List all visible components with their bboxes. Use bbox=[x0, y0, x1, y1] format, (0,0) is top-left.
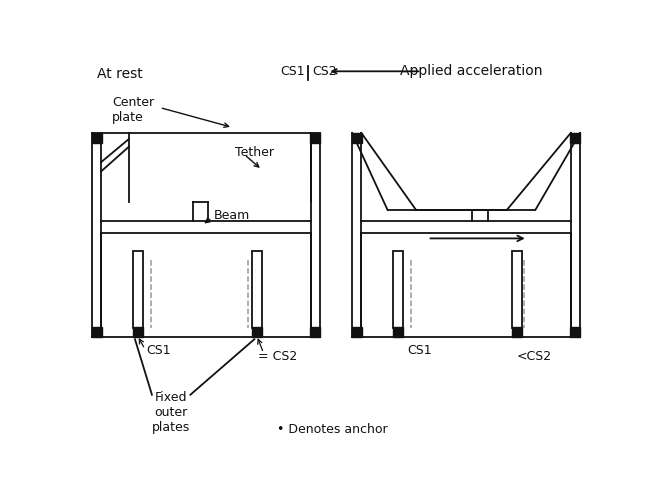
Bar bbox=[570, 327, 580, 337]
Text: Fixed
outer
plates: Fixed outer plates bbox=[152, 391, 191, 434]
Bar bbox=[252, 250, 262, 328]
Text: Applied acceleration: Applied acceleration bbox=[400, 64, 543, 78]
Bar bbox=[310, 133, 319, 143]
Bar bbox=[310, 327, 319, 337]
Text: = CS2: = CS2 bbox=[258, 350, 297, 363]
Text: CS1: CS1 bbox=[280, 65, 305, 78]
Bar bbox=[352, 327, 362, 337]
Text: • Denotes anchor: • Denotes anchor bbox=[277, 423, 388, 436]
Text: CS1: CS1 bbox=[146, 344, 171, 358]
Bar bbox=[393, 250, 403, 328]
Bar bbox=[133, 327, 143, 337]
Text: <CS2: <CS2 bbox=[516, 350, 551, 363]
Bar bbox=[513, 327, 522, 337]
Bar bbox=[352, 133, 362, 143]
Bar bbox=[570, 133, 580, 143]
Text: Center
plate: Center plate bbox=[112, 96, 154, 124]
Bar bbox=[92, 327, 102, 337]
Text: At rest: At rest bbox=[97, 67, 143, 81]
Text: CS2: CS2 bbox=[312, 65, 337, 78]
Text: Beam: Beam bbox=[214, 209, 249, 222]
Bar bbox=[92, 133, 102, 143]
Text: Tether: Tether bbox=[235, 145, 274, 159]
Text: CS1: CS1 bbox=[407, 344, 432, 358]
Bar bbox=[133, 250, 143, 328]
Bar bbox=[513, 250, 522, 328]
Bar bbox=[252, 327, 262, 337]
Bar bbox=[393, 327, 403, 337]
